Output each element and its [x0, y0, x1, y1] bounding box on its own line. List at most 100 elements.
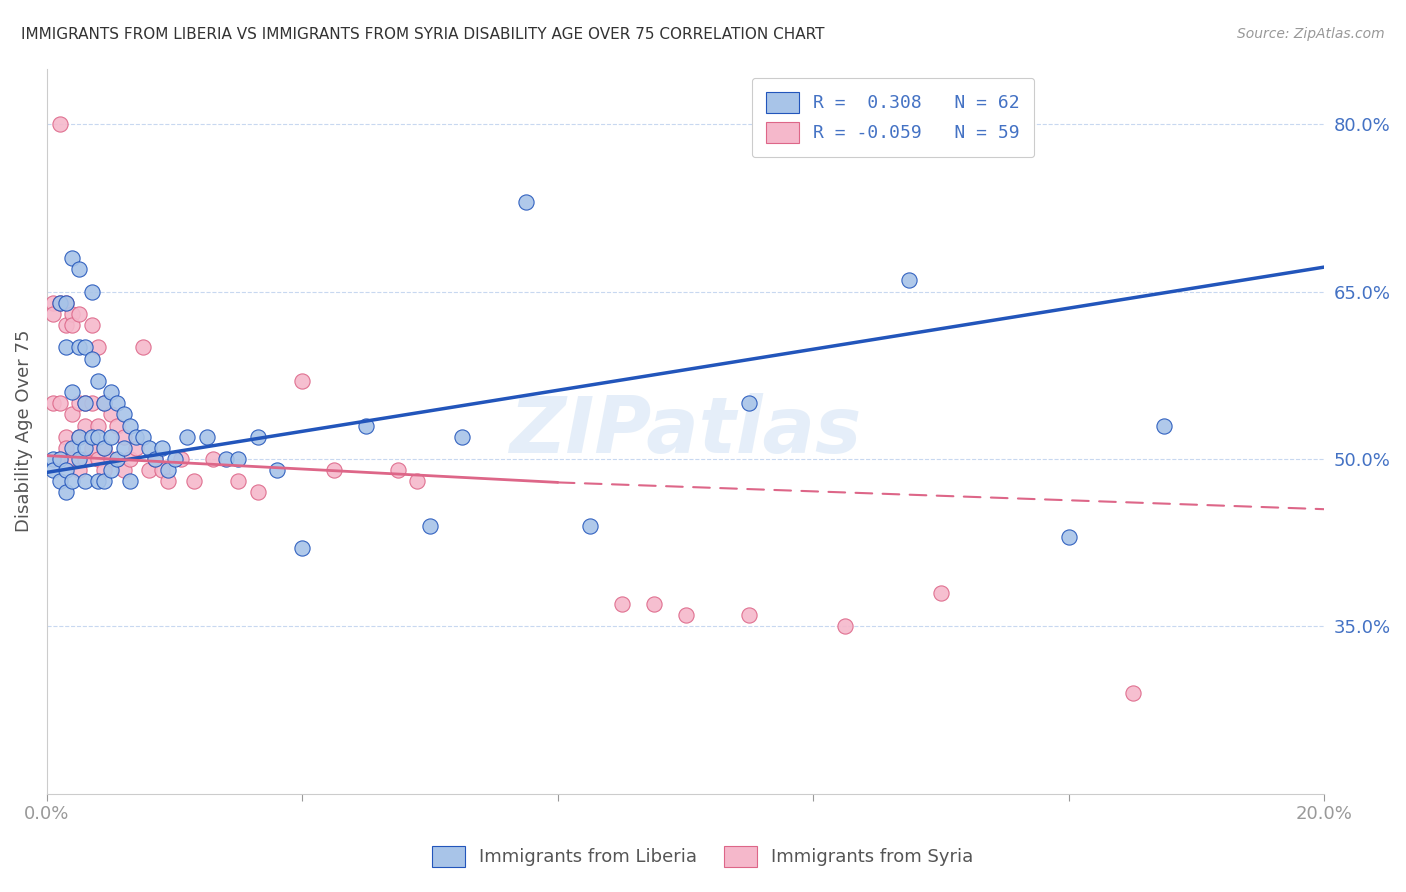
Point: [195, 430, 218, 444]
Point: [48, 396, 70, 410]
Point: [406, 475, 429, 489]
Point: [80, 396, 103, 410]
Point: [55, 463, 77, 477]
Point: [55, 295, 77, 310]
Point: [1153, 418, 1175, 433]
Point: [75, 441, 97, 455]
Point: [157, 475, 180, 489]
Point: [105, 418, 128, 433]
Point: [112, 430, 135, 444]
Point: [62, 385, 84, 400]
Point: [87, 418, 110, 433]
Point: [75, 396, 97, 410]
Point: [62, 318, 84, 332]
Point: [93, 441, 115, 455]
Point: [93, 463, 115, 477]
Point: [100, 430, 122, 444]
Point: [354, 418, 377, 433]
Point: [105, 452, 128, 467]
Point: [42, 396, 65, 410]
Point: [75, 340, 97, 354]
Point: [100, 385, 122, 400]
Point: [291, 374, 314, 388]
Point: [643, 597, 665, 611]
Point: [112, 441, 135, 455]
Point: [610, 597, 633, 611]
Point: [67, 340, 90, 354]
Text: ZIPatlas: ZIPatlas: [509, 393, 862, 469]
Point: [145, 452, 167, 467]
Point: [246, 485, 269, 500]
Point: [228, 475, 250, 489]
Point: [228, 452, 250, 467]
Point: [118, 452, 141, 467]
Point: [93, 441, 115, 455]
Point: [138, 441, 160, 455]
Point: [112, 408, 135, 422]
Point: [48, 117, 70, 131]
Point: [112, 463, 135, 477]
Point: [100, 408, 122, 422]
Point: [48, 295, 70, 310]
Point: [515, 195, 537, 210]
Point: [80, 318, 103, 332]
Point: [176, 430, 198, 444]
Point: [67, 430, 90, 444]
Point: [451, 430, 474, 444]
Point: [578, 519, 600, 533]
Point: [62, 307, 84, 321]
Point: [266, 463, 288, 477]
Point: [215, 452, 238, 467]
Point: [125, 441, 148, 455]
Point: [419, 519, 441, 533]
Point: [42, 295, 65, 310]
Point: [48, 452, 70, 467]
Point: [80, 285, 103, 299]
Point: [201, 452, 224, 467]
Point: [738, 396, 761, 410]
Point: [387, 463, 409, 477]
Point: [675, 608, 697, 623]
Point: [145, 452, 167, 467]
Point: [1057, 530, 1080, 544]
Point: [105, 396, 128, 410]
Point: [55, 318, 77, 332]
Point: [323, 463, 346, 477]
Point: [93, 475, 115, 489]
Point: [55, 295, 77, 310]
Point: [93, 396, 115, 410]
Point: [80, 351, 103, 366]
Text: Source: ZipAtlas.com: Source: ZipAtlas.com: [1237, 27, 1385, 41]
Point: [131, 340, 153, 354]
Point: [291, 541, 314, 556]
Point: [87, 374, 110, 388]
Point: [929, 586, 952, 600]
Point: [150, 463, 173, 477]
Point: [118, 418, 141, 433]
Point: [62, 452, 84, 467]
Point: [138, 463, 160, 477]
Point: [87, 475, 110, 489]
Point: [246, 430, 269, 444]
Point: [67, 463, 90, 477]
Point: [100, 463, 122, 477]
Y-axis label: Disability Age Over 75: Disability Age Over 75: [15, 330, 32, 533]
Point: [48, 295, 70, 310]
Point: [738, 608, 761, 623]
Point: [183, 475, 205, 489]
Point: [42, 307, 65, 321]
Point: [125, 430, 148, 444]
Point: [118, 475, 141, 489]
Legend: R =  0.308   N = 62, R = -0.059   N = 59: R = 0.308 N = 62, R = -0.059 N = 59: [752, 78, 1035, 157]
Point: [48, 452, 70, 467]
Point: [67, 396, 90, 410]
Point: [55, 441, 77, 455]
Point: [87, 430, 110, 444]
Point: [62, 251, 84, 265]
Point: [42, 463, 65, 477]
Point: [87, 452, 110, 467]
Point: [62, 475, 84, 489]
Point: [80, 441, 103, 455]
Point: [100, 452, 122, 467]
Point: [1122, 686, 1144, 700]
